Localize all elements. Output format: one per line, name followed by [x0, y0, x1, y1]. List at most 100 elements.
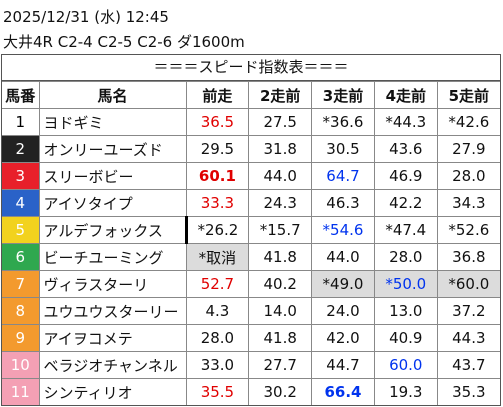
- speed-index: 19.3: [373, 378, 438, 405]
- column-header: 4走前: [373, 81, 438, 109]
- speed-index-table: ＝＝＝スピード指数表＝＝＝ 馬番 馬名 前走 2走前 3走前 4走前 5走前 1 ヨドギミ 36…: [1, 54, 501, 406]
- speed-index: 35.5: [185, 378, 250, 405]
- speed-index: 42.0: [311, 324, 375, 352]
- speed-index: *42.6: [436, 108, 500, 136]
- speed-index: *49.0: [311, 270, 375, 298]
- speed-index: 36.8: [436, 243, 500, 271]
- horse-row: 6 ビーチユーミング *取消 41.8 44.0 28.0 36.8: [2, 243, 500, 271]
- speed-index: 40.9: [373, 324, 438, 352]
- speed-index: 28.0: [436, 162, 500, 190]
- speed-index: *50.0: [373, 270, 438, 298]
- horse-number: 10: [2, 351, 40, 379]
- horse-name: アルデフォックス: [38, 216, 187, 244]
- speed-index: 46.9: [373, 162, 438, 190]
- horse-number: 1: [2, 108, 40, 136]
- speed-index: 44.0: [248, 162, 313, 190]
- speed-index: *44.3: [373, 108, 438, 136]
- speed-index: *15.7: [248, 216, 313, 244]
- horse-name: アイソタイプ: [38, 189, 187, 217]
- speed-index: 34.3: [436, 189, 500, 217]
- speed-index: 52.7: [185, 270, 250, 298]
- column-header: 2走前: [248, 81, 313, 109]
- speed-index: *36.6: [311, 108, 375, 136]
- speed-index: 42.2: [373, 189, 438, 217]
- speed-index: 4.3: [185, 297, 250, 325]
- horse-number: 7: [2, 270, 40, 298]
- horse-row: 10 ベラジオチャンネル 33.0 27.7 44.7 60.0 43.7: [2, 351, 500, 379]
- column-header: 馬名: [38, 81, 187, 109]
- speed-index: 14.0: [248, 297, 313, 325]
- horse-number: 3: [2, 162, 40, 190]
- horse-name: スリーボビー: [38, 162, 187, 190]
- speed-index: 44.3: [436, 324, 500, 352]
- speed-index: 24.0: [311, 297, 375, 325]
- speed-index: 41.8: [248, 324, 313, 352]
- column-header: 3走前: [311, 81, 375, 109]
- horse-row: 1 ヨドギミ 36.5 27.5 *36.6 *44.3 *42.6: [2, 108, 500, 136]
- speed-index: 33.3: [185, 189, 250, 217]
- speed-index: *52.6: [436, 216, 500, 244]
- speed-index: 46.3: [311, 189, 375, 217]
- horse-row: 5 アルデフォックス *26.2 *15.7 *54.6 *47.4 *52.6: [2, 216, 500, 244]
- datetime: 2025/12/31 (水) 12:45: [3, 8, 169, 26]
- horse-name: ヨドギミ: [38, 108, 187, 136]
- column-header: 5走前: [436, 81, 500, 109]
- horse-name: ビーチユーミング: [38, 243, 187, 271]
- horse-name: ヴィラスターリ: [38, 270, 187, 298]
- horse-number: 8: [2, 297, 40, 325]
- speed-index: 28.0: [185, 324, 250, 352]
- speed-index: 27.9: [436, 135, 500, 163]
- horse-row: 4 アイソタイプ 33.3 24.3 46.3 42.2 34.3: [2, 189, 500, 217]
- speed-index: 29.5: [185, 135, 250, 163]
- horse-row: 2 オンリーユーズド 29.5 31.8 30.5 43.6 27.9: [2, 135, 500, 163]
- speed-index: 41.8: [248, 243, 313, 271]
- horse-number: 11: [2, 378, 40, 405]
- horse-name: シンティリオ: [38, 378, 187, 405]
- speed-index: 44.7: [311, 351, 375, 379]
- speed-index: 66.4: [311, 378, 375, 405]
- horse-number: 4: [2, 189, 40, 217]
- speed-index: 31.8: [248, 135, 313, 163]
- column-header: 前走: [185, 81, 250, 109]
- speed-index: *60.0: [436, 270, 500, 298]
- speed-index: *47.4: [373, 216, 438, 244]
- speed-index: 43.7: [436, 351, 500, 379]
- horse-name: アイヲコメテ: [38, 324, 187, 352]
- speed-index: 24.3: [248, 189, 313, 217]
- speed-index: 36.5: [185, 108, 250, 136]
- speed-index: 27.5: [248, 108, 313, 136]
- speed-index: 30.2: [248, 378, 313, 405]
- horse-number: 6: [2, 243, 40, 271]
- speed-index: 43.6: [373, 135, 438, 163]
- speed-index: 27.7: [248, 351, 313, 379]
- speed-index: *26.2: [184, 216, 250, 244]
- speed-index: 60.0: [373, 351, 438, 379]
- header-row: 馬番 馬名 前走 2走前 3走前 4走前 5走前: [2, 81, 500, 109]
- horse-row: 11 シンティリオ 35.5 30.2 66.4 19.3 35.3: [2, 378, 500, 405]
- horse-row: 9 アイヲコメテ 28.0 41.8 42.0 40.9 44.3: [2, 324, 500, 352]
- speed-index: 44.0: [311, 243, 375, 271]
- horse-row: 7 ヴィラスターリ 52.7 40.2 *49.0 *50.0 *60.0: [2, 270, 500, 298]
- speed-index: *取消: [185, 243, 250, 271]
- speed-index: 33.0: [185, 351, 250, 379]
- horse-name: オンリーユーズド: [38, 135, 187, 163]
- speed-index: 64.7: [311, 162, 375, 190]
- horse-number: 2: [2, 135, 40, 163]
- speed-index: 37.2: [436, 297, 500, 325]
- speed-index: 60.1: [185, 162, 250, 190]
- horse-row: 3 スリーボビー 60.1 44.0 64.7 46.9 28.0: [2, 162, 500, 190]
- speed-index: 40.2: [248, 270, 313, 298]
- speed-index: 13.0: [373, 297, 438, 325]
- horse-number: 9: [2, 324, 40, 352]
- table-body: 1 ヨドギミ 36.5 27.5 *36.6 *44.3 *42.6 2 オンリーユーズド 29.…: [2, 108, 500, 405]
- speed-index: *54.6: [311, 216, 375, 244]
- table: 馬番 馬名 前走 2走前 3走前 4走前 5走前 1 ヨドギミ 36.5 27.5 *36.6 *44…: [2, 81, 500, 405]
- horse-name: ユウユウスターリー: [38, 297, 187, 325]
- column-header: 馬番: [2, 81, 40, 109]
- horse-row: 8 ユウユウスターリー 4.3 14.0 24.0 13.0 37.2: [2, 297, 500, 325]
- race-info: 大井4R C2-4 C2-5 C2-6 ダ1600m: [3, 33, 245, 51]
- speed-index: 30.5: [311, 135, 375, 163]
- speed-index: 28.0: [373, 243, 438, 271]
- table-title: ＝＝＝スピード指数表＝＝＝: [2, 55, 500, 81]
